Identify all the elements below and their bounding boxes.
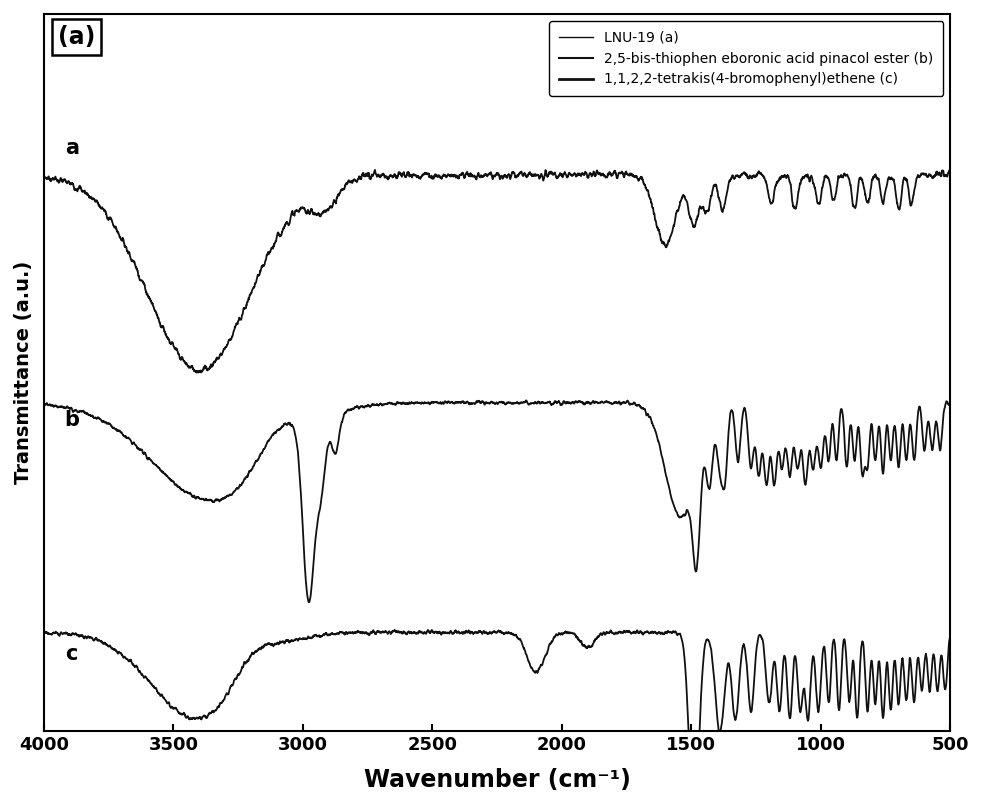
Text: b: b xyxy=(65,410,80,430)
Text: (a): (a) xyxy=(58,25,95,48)
Text: a: a xyxy=(65,138,79,158)
Y-axis label: Transmittance (a.u.): Transmittance (a.u.) xyxy=(14,261,32,484)
X-axis label: Wavenumber (cm⁻¹): Wavenumber (cm⁻¹) xyxy=(364,768,631,792)
Legend: LNU-19 (a), 2,5-bis-thiophen eboronic acid pinacol ester (b), 1,1,2,2-tetrakis(4: LNU-19 (a), 2,5-bis-thiophen eboronic ac… xyxy=(549,21,944,96)
Text: c: c xyxy=(65,644,77,663)
